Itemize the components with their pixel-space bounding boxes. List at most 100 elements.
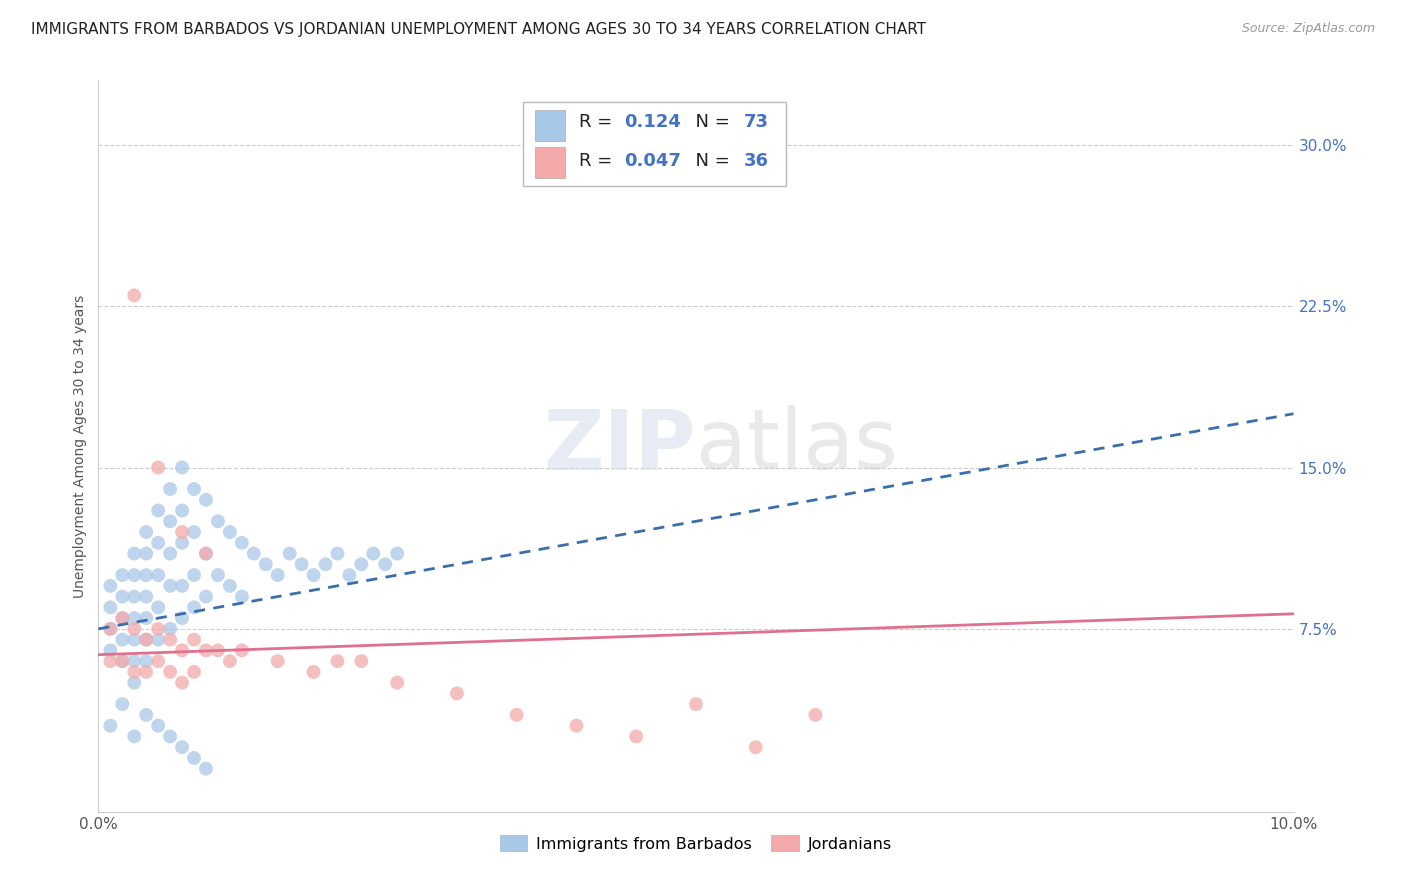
Point (339, 568, 361, 582)
Point (363, 547, 385, 561)
FancyBboxPatch shape (523, 103, 786, 186)
Point (135, 654, 157, 668)
Point (148, 568, 170, 582)
Point (231, 643, 253, 657)
Point (195, 547, 218, 561)
Text: 73: 73 (744, 113, 769, 131)
Point (172, 503, 194, 517)
Point (98, 622, 122, 636)
Point (111, 654, 134, 668)
Point (124, 675, 146, 690)
Point (350, 654, 373, 668)
FancyBboxPatch shape (534, 147, 565, 178)
Point (124, 730, 146, 744)
Point (148, 460, 170, 475)
Point (326, 547, 349, 561)
Point (148, 503, 170, 517)
Point (506, 707, 529, 722)
Point (135, 524, 157, 539)
Point (172, 579, 194, 593)
Point (172, 524, 194, 539)
Text: N =: N = (685, 113, 735, 131)
Point (385, 547, 409, 561)
Point (254, 558, 277, 572)
Text: 0.124: 0.124 (624, 113, 681, 131)
Point (219, 654, 242, 668)
Point (159, 730, 181, 744)
FancyBboxPatch shape (534, 111, 565, 141)
Point (159, 514, 181, 528)
Point (172, 611, 194, 625)
Point (135, 590, 157, 604)
Point (219, 524, 242, 539)
Text: atlas: atlas (696, 406, 897, 486)
Text: N =: N = (685, 152, 735, 169)
Point (124, 568, 146, 582)
Point (135, 547, 157, 561)
Point (267, 654, 290, 668)
Point (172, 460, 194, 475)
Point (685, 697, 707, 711)
Point (111, 590, 134, 604)
Point (159, 632, 181, 647)
Y-axis label: Unemployment Among Ages 30 to 34 years: Unemployment Among Ages 30 to 34 years (73, 294, 87, 598)
Point (195, 547, 218, 561)
Point (148, 536, 170, 550)
Point (135, 632, 157, 647)
Point (183, 524, 205, 539)
Point (148, 719, 170, 733)
Point (124, 547, 146, 561)
Point (183, 632, 205, 647)
Point (124, 590, 146, 604)
Text: Source: ZipAtlas.com: Source: ZipAtlas.com (1241, 22, 1375, 36)
Point (207, 643, 229, 657)
Point (385, 675, 409, 690)
Text: IMMIGRANTS FROM BARBADOS VS JORDANIAN UNEMPLOYMENT AMONG AGES 30 TO 34 YEARS COR: IMMIGRANTS FROM BARBADOS VS JORDANIAN UN… (31, 22, 927, 37)
Point (195, 643, 218, 657)
Text: ZIP: ZIP (544, 406, 696, 486)
Text: R =: R = (579, 152, 617, 169)
Point (278, 547, 301, 561)
Point (172, 675, 194, 690)
Point (207, 514, 229, 528)
Point (159, 482, 181, 496)
Point (172, 643, 194, 657)
Point (267, 568, 290, 582)
Point (124, 288, 146, 302)
Point (135, 611, 157, 625)
Point (243, 547, 266, 561)
Point (124, 622, 146, 636)
Point (195, 762, 218, 776)
Point (195, 492, 218, 507)
Point (148, 654, 170, 668)
Point (111, 654, 134, 668)
Point (219, 579, 242, 593)
Point (374, 558, 396, 572)
Point (111, 611, 134, 625)
Point (183, 568, 205, 582)
Point (183, 751, 205, 765)
Point (291, 558, 314, 572)
Point (183, 482, 205, 496)
Point (124, 632, 146, 647)
Point (135, 632, 157, 647)
Point (172, 740, 194, 755)
Point (111, 697, 134, 711)
Point (98, 579, 122, 593)
Legend: Immigrants from Barbados, Jordanians: Immigrants from Barbados, Jordanians (494, 829, 898, 859)
Point (231, 536, 253, 550)
Point (302, 568, 325, 582)
Point (183, 665, 205, 679)
Point (98, 643, 122, 657)
Point (135, 707, 157, 722)
Point (148, 600, 170, 615)
Point (98, 600, 122, 615)
Point (745, 740, 768, 755)
Point (124, 654, 146, 668)
Point (159, 622, 181, 636)
Point (350, 558, 373, 572)
Point (446, 686, 468, 700)
Point (135, 568, 157, 582)
Point (111, 611, 134, 625)
Point (148, 632, 170, 647)
